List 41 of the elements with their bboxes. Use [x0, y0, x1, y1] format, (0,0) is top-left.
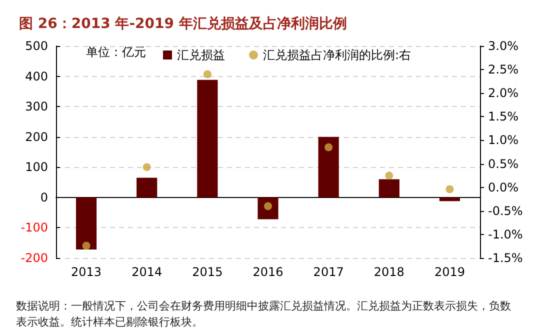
bar	[318, 136, 339, 198]
point	[142, 163, 151, 172]
bar	[136, 178, 158, 198]
x-tick-label: 2017	[313, 265, 344, 279]
y-tick-label: 200	[25, 130, 48, 144]
y2-tick-label: 1.5%	[488, 110, 518, 124]
y-tick-label: -100	[20, 220, 48, 235]
y2-tick-label: -1.5%	[488, 251, 523, 265]
y-tick-label: -200	[20, 251, 48, 265]
point	[385, 172, 394, 180]
point	[82, 242, 90, 250]
y2-tick-label: 2.5%	[488, 62, 518, 77]
legend-label: 汇兑损益占净利润的比例:右	[263, 48, 412, 62]
y-tick-label: 400	[25, 69, 48, 84]
bar	[439, 197, 460, 202]
x-tick-label: 2019	[434, 265, 465, 279]
y2-tick-label: -1.0%	[488, 227, 523, 242]
x-tick-label: 2013	[71, 265, 102, 279]
chart-title: 图 26：2013 年-2019 年汇兑损益及占净利润比例	[19, 15, 347, 32]
y2-tick-label: 0.5%	[488, 156, 518, 171]
y2-tick-label: 2.0%	[488, 86, 518, 100]
y2-tick-label: 1.0%	[488, 133, 518, 148]
x-tick-label: 2015	[192, 265, 223, 279]
y-tick-label: 500	[25, 39, 48, 53]
bar	[76, 197, 97, 250]
text: 数据说明：一般情况下，公司会在财务费用明细中披露汇兑损益情况。汇兑损益为正数表示损失，负数表示收益。统计样本已剔除银行板块。	[16, 300, 511, 328]
point	[446, 185, 454, 194]
point	[324, 143, 333, 152]
y2-tick-label: -0.5%	[488, 204, 523, 218]
y-tick-label: 0	[40, 190, 48, 204]
point	[203, 70, 212, 78]
y2-tick-label: 0.0%	[488, 180, 518, 194]
y-tick-label: 300	[25, 100, 48, 114]
x-tick-label: 2018	[374, 265, 404, 279]
bar	[378, 179, 400, 198]
bar	[197, 80, 218, 198]
y-tick-label: 100	[25, 160, 48, 174]
x-tick-label: 2014	[132, 265, 162, 279]
legend-label: 汇兑损益	[177, 48, 225, 62]
x-tick-label: 2016	[252, 265, 284, 279]
y2-tick-label: 3.0%	[488, 39, 518, 53]
